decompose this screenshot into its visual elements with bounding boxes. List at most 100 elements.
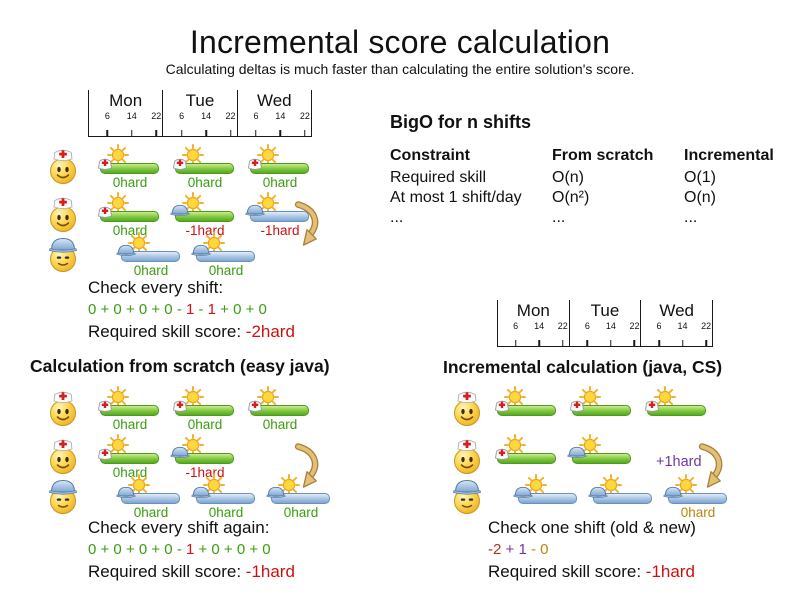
- hour-label: 6: [656, 321, 662, 331]
- shift: -1hard: [245, 192, 312, 240]
- bigo-row: At most 1 shift/day O(n²) O(n): [390, 188, 774, 208]
- shift: 0hard: [663, 474, 730, 522]
- shift-bar: [196, 251, 255, 262]
- shift: -1hard: [170, 192, 237, 240]
- sum-segment: + 1: [501, 541, 527, 558]
- shift-score-label: -1hard: [260, 223, 300, 238]
- shift-hat-wrap: [492, 397, 512, 413]
- shift-hat-wrap: [492, 445, 512, 461]
- shift-hat-wrap: [567, 397, 587, 413]
- nurse-cap-icon: [97, 400, 113, 412]
- score-label: Required skill score:: [488, 562, 646, 581]
- helmet-icon: [116, 244, 136, 257]
- timeline-day-tue: Tue 6 14 22: [568, 300, 641, 346]
- hour-label: 14: [677, 321, 688, 331]
- helmet-icon: [266, 486, 286, 499]
- sun-icon-wrap: [107, 386, 129, 408]
- sum-segment: - 0: [526, 541, 549, 558]
- nurse-cap-icon: [97, 206, 113, 218]
- hour-label: 6: [584, 321, 590, 331]
- shift: 0hard: [247, 386, 312, 434]
- shift: [588, 474, 655, 522]
- helmet-icon: [245, 204, 265, 217]
- shift-score-label: 0hard: [262, 417, 298, 432]
- hour-label: 22: [299, 111, 310, 121]
- shift-hat-wrap: [588, 485, 608, 501]
- check-label: Check every shift again:: [88, 518, 270, 537]
- hour-tick: [586, 340, 589, 346]
- sun-icon-wrap: [600, 474, 622, 496]
- shift: 0hard: [116, 474, 183, 522]
- shift: [492, 386, 559, 434]
- shift-hat-wrap: [567, 445, 587, 461]
- nurse-employee: [450, 389, 484, 427]
- builder-employee: [450, 477, 484, 515]
- shift: 0hard: [191, 232, 258, 280]
- hour-label: 22: [151, 111, 162, 121]
- nurse-cap-icon: [97, 158, 113, 170]
- sun-icon: [182, 434, 204, 456]
- bigo-cell: O(n): [552, 169, 584, 186]
- hour-tick: [658, 340, 660, 346]
- hour-label: 22: [557, 321, 568, 331]
- shift-bar: [121, 493, 180, 504]
- nurse-cap-icon: [494, 448, 510, 460]
- check-block-incremental: Check one shift (old & new) -2 + 1 - 0 R…: [488, 518, 696, 582]
- shift-hat-wrap: [170, 445, 190, 461]
- nurse-employee: [450, 437, 484, 475]
- nurse-face-icon: [454, 439, 480, 474]
- shift: [492, 434, 559, 482]
- helmet-icon: [170, 204, 190, 217]
- shift: 0hard: [266, 474, 333, 522]
- shift-score-label: 0hard: [187, 175, 223, 190]
- nurse-employee: [46, 389, 80, 427]
- nurse-face-icon: [50, 149, 76, 184]
- day-label: Mon: [516, 301, 550, 320]
- score-value: -1hard: [645, 562, 695, 581]
- hour-tick: [229, 130, 232, 136]
- schedule-diagram-scratch: 0hard 0hard 0hard: [46, 386, 346, 528]
- sum-segment: 1: [185, 301, 195, 318]
- score-sum: -2 + 1 - 0: [488, 541, 696, 558]
- nurse-cap-icon: [97, 448, 113, 460]
- sun-icon: [504, 434, 526, 456]
- check-label: Check every shift:: [88, 278, 224, 297]
- shift-hat-wrap: [245, 155, 265, 171]
- hour-tick: [538, 340, 540, 346]
- shift-hat-wrap: [266, 485, 286, 501]
- nurse-cap-icon: [569, 400, 585, 412]
- builder-face-icon: [49, 479, 77, 514]
- bigo-cell: ...: [552, 209, 566, 226]
- sun-icon-wrap: [203, 474, 225, 496]
- shift: [513, 474, 580, 522]
- delta-score-note: +1hard: [656, 454, 702, 470]
- bigo-table: Constraint From scratch Incremental Require…: [390, 147, 774, 228]
- sun-icon: [203, 474, 225, 496]
- move-arrow-icon: [294, 443, 319, 488]
- shift-score-label: 0hard: [283, 505, 319, 520]
- sun-icon-wrap: [128, 474, 150, 496]
- shift-score-label: 0hard: [187, 417, 223, 432]
- hour-tick: [279, 130, 282, 136]
- shift-score-label: 0hard: [208, 263, 244, 278]
- shift-bar: [175, 211, 234, 222]
- slide-subtitle: Calculating deltas is much faster than c…: [165, 61, 635, 77]
- sun-icon: [257, 144, 279, 166]
- shift: 0hard: [191, 474, 258, 522]
- sun-icon-wrap: [182, 386, 204, 408]
- sum-segment: 1: [207, 301, 217, 318]
- nurse-cap-icon: [644, 400, 660, 412]
- helmet-icon: [588, 486, 608, 499]
- hour-tick: [304, 130, 306, 136]
- bigo-cell: Required skill: [390, 169, 487, 186]
- timeline-day-mon: Mon 6 14 22: [497, 300, 569, 346]
- sum-segment: + 0 + 0 + 0: [194, 541, 271, 558]
- schedule-diagram-incremental: 0hard +1hard: [450, 386, 750, 528]
- sun-icon-wrap: [182, 192, 204, 214]
- hour-tick: [155, 130, 157, 136]
- week-timeline-incremental: Mon 6 14 22 Tue 6 14 22 Wed 6 14 22: [497, 300, 714, 347]
- sun-icon: [654, 386, 676, 408]
- builder-face-icon: [49, 237, 77, 272]
- bigo-cell: O(n): [684, 189, 716, 206]
- shift-score-label: 0hard: [680, 505, 716, 520]
